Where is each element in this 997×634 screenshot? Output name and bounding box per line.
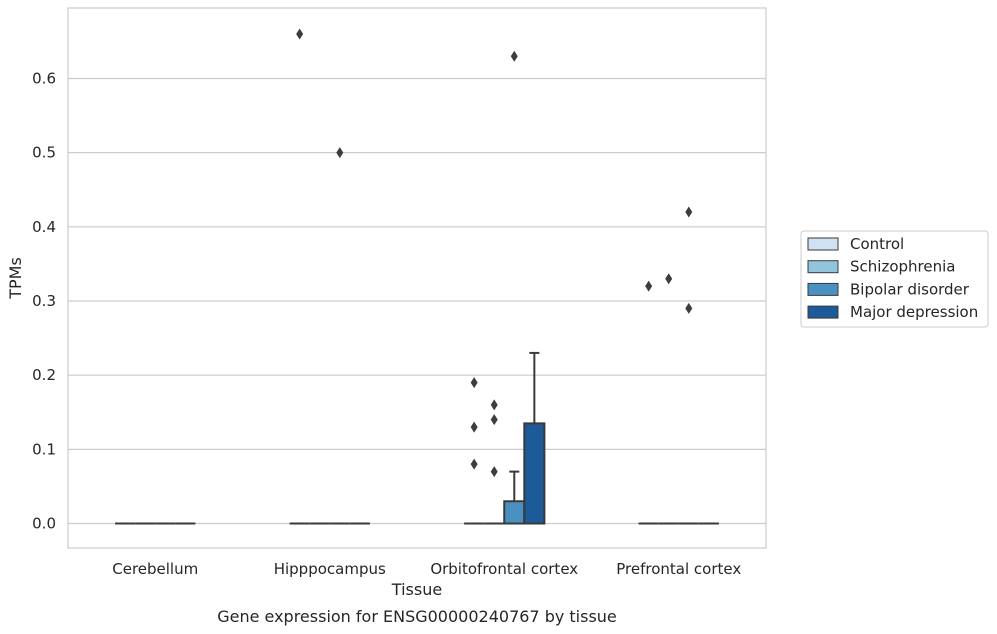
- y-tick-label: 0.6: [32, 69, 56, 87]
- legend-item: Schizophrenia: [807, 258, 955, 276]
- x-tick-label: Cerebellum: [112, 560, 198, 578]
- outlier-point: [490, 466, 498, 478]
- outlier-point: [685, 206, 693, 218]
- outlier-point: [470, 421, 478, 433]
- box-iqr: [523, 422, 546, 525]
- legend-label: Control: [850, 235, 904, 253]
- outlier-point: [490, 399, 498, 411]
- outlier-point: [336, 147, 344, 159]
- y-tick-label: 0.1: [32, 440, 56, 458]
- outlier-point: [510, 50, 518, 62]
- y-tick-labels: 0.0 0.1 0.2 0.3 0.4 0.5 0.6: [32, 69, 56, 532]
- legend-label: Bipolar disorder: [850, 280, 970, 298]
- y-tick-label: 0.0: [32, 515, 56, 533]
- box-iqr: [503, 500, 526, 525]
- legend-swatch: [807, 305, 839, 319]
- legend-swatch: [807, 237, 839, 251]
- plot-area-frame: [67, 7, 767, 549]
- x-tick-label: Orbitofrontal cortex: [430, 560, 578, 578]
- y-tick-label: 0.2: [32, 366, 56, 384]
- outlier-point: [490, 414, 498, 426]
- y-axis-title: TPMs: [6, 257, 25, 300]
- outlier-point: [470, 458, 478, 470]
- outlier-point: [645, 280, 653, 292]
- x-tick-label: Prefrontal cortex: [616, 560, 741, 578]
- outlier-point: [296, 28, 304, 40]
- legend-swatch: [807, 260, 839, 274]
- box-element: [503, 470, 526, 525]
- boxes: [115, 351, 719, 525]
- legend-frame: [800, 230, 989, 328]
- legend-item: Bipolar disorder: [807, 280, 970, 298]
- gridlines: [68, 77, 766, 525]
- x-tick-label: Hipppocampus: [274, 560, 386, 578]
- legend-label: Major depression: [850, 303, 978, 321]
- outliers: [296, 28, 693, 478]
- outlier-point: [665, 273, 673, 285]
- y-tick-label: 0.3: [32, 292, 56, 310]
- box-element: [523, 351, 546, 525]
- y-tick-label: 0.4: [32, 218, 56, 236]
- legend-item: Control: [807, 235, 904, 253]
- legend: Control Schizophrenia Bipolar disorder Majo…: [800, 230, 989, 328]
- y-tick-label: 0.5: [32, 144, 56, 162]
- legend-swatch: [807, 282, 839, 296]
- legend-item: Major depression: [807, 303, 978, 321]
- x-axis-title: Tissue: [391, 580, 442, 599]
- legend-label: Schizophrenia: [850, 258, 955, 276]
- chart-caption: Gene expression for ENSG00000240767 by t…: [217, 607, 617, 626]
- outlier-point: [470, 377, 478, 389]
- x-tick-labels: Cerebellum Hipppocampus Orbitofrontal cort…: [112, 560, 741, 578]
- outlier-point: [685, 302, 693, 314]
